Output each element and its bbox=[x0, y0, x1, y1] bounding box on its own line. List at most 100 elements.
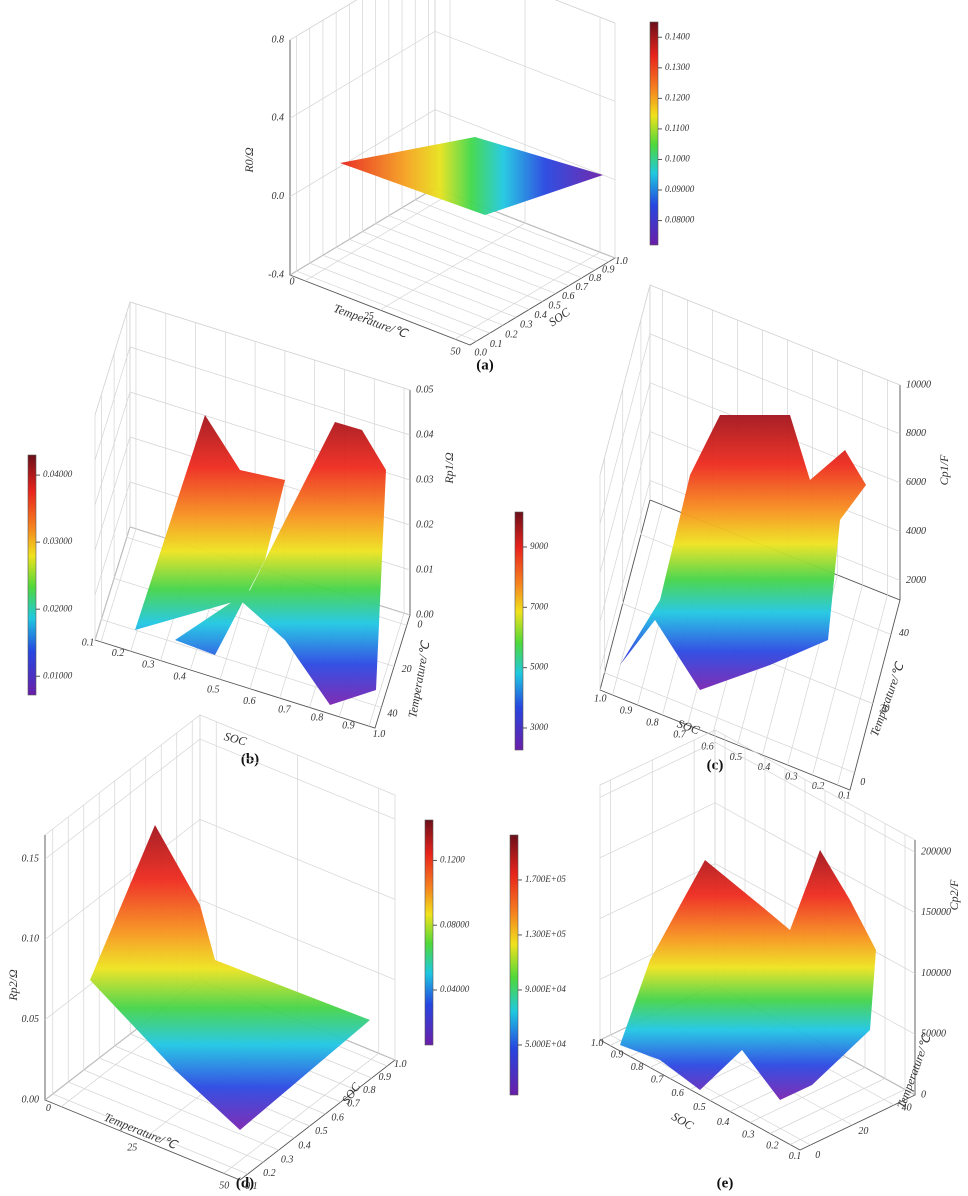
x-tick-label: 40 bbox=[387, 709, 397, 720]
y-tick-label: 0.9 bbox=[342, 720, 355, 731]
x-tick-label: 0 bbox=[815, 1150, 820, 1161]
x-tick-label: 0 bbox=[417, 619, 422, 630]
z-tick-label: 0.8 bbox=[272, 34, 285, 45]
y-tick-label: 0.3 bbox=[785, 772, 798, 783]
z-tick-label: -0.4 bbox=[268, 269, 284, 280]
y-tick-label: 0.6 bbox=[701, 741, 714, 752]
y-tick-label: 0.7 bbox=[575, 282, 589, 293]
z-tick-label: 0.04 bbox=[416, 429, 434, 440]
y-tick-label: 0.9 bbox=[602, 264, 615, 275]
z-tick-label: 0.4 bbox=[272, 113, 285, 124]
x-axis-title: Temperature/℃ bbox=[332, 301, 411, 341]
grid-line bbox=[402, 0, 582, 278]
z-tick-label: 0.15 bbox=[22, 853, 40, 864]
y-tick-label: 0.2 bbox=[112, 648, 125, 659]
x-tick-label: 0 bbox=[290, 276, 295, 287]
colorbar-tick-label: 0.09000 bbox=[665, 184, 695, 194]
colorbar-tick-label: 1.300E+05 bbox=[525, 929, 566, 939]
back-wall bbox=[95, 302, 130, 640]
y-tick-label: 0.8 bbox=[631, 1062, 644, 1073]
z-tick-label: 0.10 bbox=[22, 934, 40, 945]
z-tick-label: 2000 bbox=[906, 575, 926, 586]
y-tick-label: 0.1 bbox=[789, 1151, 802, 1162]
y-tick-label: 0.8 bbox=[311, 712, 324, 723]
y-tick-label: 0.9 bbox=[378, 1072, 391, 1083]
x-axis-title: Temperature/℃ bbox=[867, 659, 907, 738]
colorbar bbox=[28, 455, 36, 695]
y-tick-label: 0.5 bbox=[315, 1126, 328, 1137]
colorbar-tick-label: 1.700E+05 bbox=[525, 874, 566, 884]
y-tick-label: 1.0 bbox=[591, 1038, 604, 1049]
x-tick-label: 50 bbox=[219, 1181, 229, 1192]
y-tick-label: 0.7 bbox=[651, 1074, 665, 1085]
surface bbox=[135, 415, 386, 705]
y-tick-label: 0.5 bbox=[207, 685, 220, 696]
z-tick-label: 10000 bbox=[906, 379, 931, 390]
grid-line bbox=[290, 0, 615, 40]
y-axis-title: SOC bbox=[223, 729, 249, 749]
y-tick-label: 1.0 bbox=[373, 729, 386, 740]
colorbar bbox=[510, 835, 518, 1095]
z-tick-label: 6000 bbox=[906, 477, 926, 488]
x-tick-label: 0 bbox=[46, 1103, 51, 1114]
grid-line bbox=[45, 739, 395, 859]
y-tick-label: 1.0 bbox=[594, 694, 607, 705]
grid-line bbox=[290, 31, 615, 118]
y-axis-title: SOC bbox=[339, 1079, 364, 1106]
z-tick-label: 100000 bbox=[921, 968, 951, 979]
z-tick-label: 4000 bbox=[906, 526, 926, 537]
colorbar-tick-label: 0.03000 bbox=[43, 536, 73, 546]
colorbar-tick-label: 9000 bbox=[530, 541, 549, 551]
x-tick-label: 50 bbox=[450, 346, 460, 357]
grid-line bbox=[415, 0, 595, 270]
y-tick-label: 0.6 bbox=[562, 291, 575, 302]
colorbar-tick-label: 0.1200 bbox=[665, 92, 690, 102]
z-tick-label: 0.00 bbox=[22, 1094, 40, 1105]
z-tick-label: 0.05 bbox=[416, 384, 434, 395]
colorbar bbox=[425, 820, 433, 1045]
panel-label: (e) bbox=[717, 1175, 734, 1191]
colorbar bbox=[650, 22, 658, 245]
colorbar-tick-label: 3000 bbox=[529, 722, 549, 732]
grid-line bbox=[45, 819, 395, 939]
x-axis-title: Temperature/℃ bbox=[405, 639, 432, 719]
z-axis-title: Cp1/F bbox=[937, 454, 951, 485]
y-tick-label: 0.8 bbox=[646, 717, 659, 728]
z-tick-label: 0.01 bbox=[416, 564, 434, 575]
y-tick-label: 0.2 bbox=[766, 1141, 779, 1152]
y-tick-label: 0.6 bbox=[331, 1112, 344, 1123]
colorbar-tick-label: 5000 bbox=[530, 662, 549, 672]
colorbar-tick-label: 0.04000 bbox=[43, 469, 73, 479]
y-tick-label: 0.1 bbox=[838, 790, 851, 801]
y-tick-label: 0.7 bbox=[278, 704, 292, 715]
grid-line bbox=[101, 304, 136, 642]
y-tick-label: 0.3 bbox=[281, 1154, 294, 1165]
x-tick-label: 40 bbox=[899, 628, 909, 639]
y-tick-label: 0.3 bbox=[142, 659, 155, 670]
colorbar-tick-label: 9.000E+04 bbox=[525, 984, 566, 994]
z-tick-label: 200000 bbox=[921, 846, 951, 857]
y-tick-label: 0.4 bbox=[534, 310, 547, 321]
y-tick-label: 1.0 bbox=[394, 1059, 407, 1070]
colorbar-tick-label: 0.1000 bbox=[665, 154, 690, 164]
colorbar-tick-label: 5.000E+04 bbox=[525, 1039, 566, 1049]
colorbar-tick-label: 0.1100 bbox=[665, 123, 690, 133]
z-tick-label: 8000 bbox=[906, 428, 926, 439]
z-tick-label: 0.02 bbox=[416, 519, 434, 530]
y-tick-label: 0.2 bbox=[263, 1168, 276, 1179]
y-tick-label: 0.2 bbox=[505, 329, 518, 340]
colorbar-tick-label: 0.01000 bbox=[43, 670, 73, 680]
x-tick-label: 0 bbox=[860, 777, 865, 788]
colorbar-tick-label: 0.08000 bbox=[665, 215, 695, 225]
y-tick-label: 0.8 bbox=[363, 1085, 376, 1096]
z-tick-label: 0 bbox=[921, 1089, 926, 1100]
y-tick-label: 0.6 bbox=[243, 696, 256, 707]
z-tick-label: 0.03 bbox=[416, 474, 434, 485]
y-tick-label: 0.8 bbox=[589, 273, 602, 284]
colorbar-tick-label: 0.02000 bbox=[43, 603, 73, 613]
surface bbox=[620, 415, 866, 690]
y-tick-label: 0.1 bbox=[82, 637, 95, 648]
x-tick-label: 20 bbox=[402, 664, 412, 675]
colorbar-tick-label: 0.1300 bbox=[665, 62, 690, 72]
panel-label: (d) bbox=[236, 1175, 254, 1191]
